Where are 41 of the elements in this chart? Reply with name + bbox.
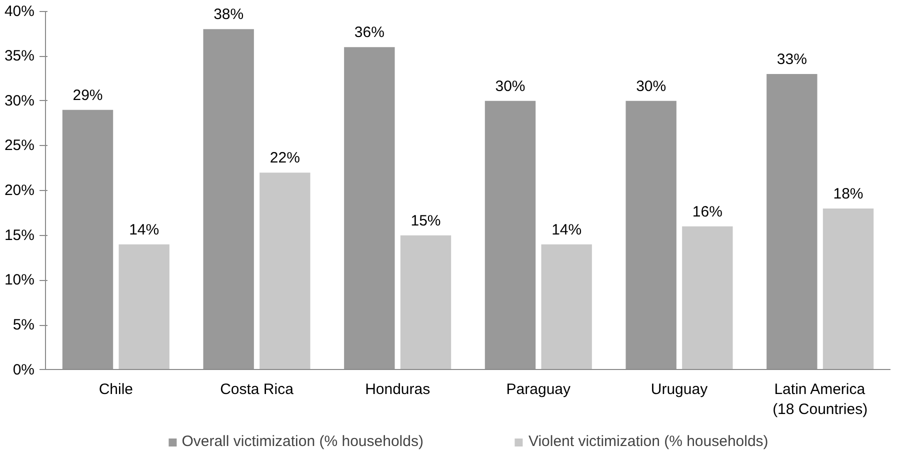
y-tick-label: 5%: [12, 316, 35, 334]
x-tick-label: Costa Rica: [220, 380, 294, 398]
y-tick-label: 15%: [4, 226, 35, 244]
bar: [203, 29, 254, 370]
x-tick-label: Paraguay: [506, 380, 572, 398]
y-tick-label: 10%: [4, 272, 35, 289]
bar: [682, 226, 733, 370]
bar: [400, 235, 452, 370]
y-tick-label: 35%: [4, 48, 35, 65]
y-tick-label: 40%: [4, 2, 35, 20]
x-tick-label: Chile: [98, 380, 134, 398]
bar: [484, 100, 536, 370]
data-label: 38%: [214, 6, 244, 24]
data-label: 15%: [410, 212, 441, 230]
x-tick-label: Latin America (18 Countries): [772, 380, 868, 418]
bar: [260, 172, 310, 370]
x-tick-label: Honduras: [365, 380, 430, 398]
bar: [344, 47, 395, 370]
legend-label: Violent victimization (% households): [528, 433, 768, 450]
data-label: 14%: [129, 221, 160, 238]
y-tick-label: 20%: [4, 182, 35, 200]
y-tick-label: 25%: [4, 137, 35, 154]
bar: [766, 74, 818, 370]
data-label: 33%: [776, 51, 807, 68]
y-tick-label: 0%: [12, 361, 35, 378]
bar: [62, 110, 114, 370]
x-tick-label: Uruguay: [650, 380, 708, 398]
data-label: 22%: [270, 150, 300, 167]
data-label: 18%: [833, 185, 864, 202]
data-label: 29%: [72, 86, 103, 104]
bar: [118, 244, 170, 370]
legend-label: Overall victimization (% households): [182, 433, 424, 450]
data-label: 30%: [495, 78, 526, 95]
data-label: 16%: [692, 203, 722, 220]
bar: [822, 208, 874, 370]
data-label: 14%: [552, 221, 582, 238]
bar: [626, 100, 676, 370]
data-label: 36%: [354, 24, 384, 42]
y-tick-label: 30%: [4, 92, 35, 110]
data-label: 30%: [636, 78, 666, 95]
bar: [541, 244, 592, 370]
